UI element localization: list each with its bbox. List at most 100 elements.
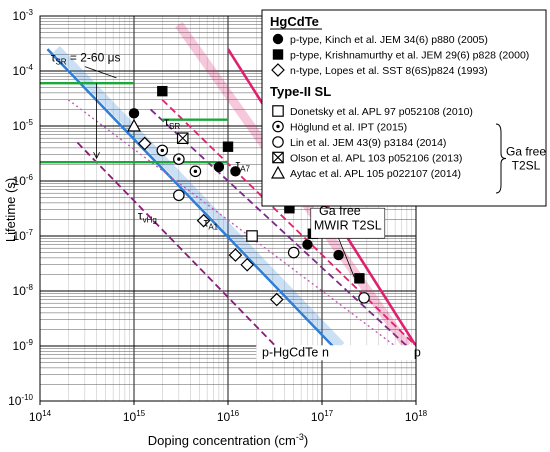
legend-entry: Aytac et al. APL 105 p022107 (2014) [290,168,461,180]
data-point [240,257,255,272]
legend-brace-label-1: Ga free [506,145,546,159]
legend-marker [272,151,284,164]
annotation-tau-subscript: A1 [208,222,218,231]
data-point [333,249,344,261]
y-tick-base: 10 [13,174,27,188]
x-axis-label: Doping concentration (cm-3) [148,432,309,448]
x-tick-label: 1014 [29,409,52,424]
legend-marker [272,120,284,133]
data-point [354,273,365,284]
y-tick-base: 10 [13,9,27,23]
x-tick-base: 10 [405,410,419,424]
data-point [228,248,243,262]
data-point [284,203,295,214]
marker-dot [160,148,164,153]
data-point [302,239,313,250]
x-tick-exp: 15 [136,409,145,418]
data-point [137,136,152,151]
y-tick-base: 10 [8,394,22,408]
legend-title-t2sl: Type-II SL [270,84,331,99]
x-axis-label-main: Doping concentration (cm [148,433,296,448]
y-tick-base: 10 [13,284,27,298]
y-tick-label: 10-10 [8,393,33,408]
data-point [196,213,211,228]
marker-dot [177,157,181,161]
legend-entry: n-type, Lopes et al. SST 8(6S)p824 (1993… [290,65,488,77]
data-point [173,189,185,202]
x-tick-label: 1016 [217,409,240,424]
srh-segments [40,66,228,164]
model-line-dashed [76,141,277,347]
x-tick-label: 1018 [405,409,428,424]
axis-ticks: 1014 1015 1016 1017 101810-310-410-510-610-7… [8,8,428,424]
y-tick-exp: -6 [26,173,34,182]
y-tick-exp: -8 [26,283,34,292]
x-axis-label-end: ) [304,433,308,448]
annotation-tau: τvHg [138,208,157,224]
y-tick-label: 10-5 [13,118,34,133]
y-tick-exp: -5 [26,118,34,127]
y-tick-label: 10-3 [13,8,34,23]
x-tick-base: 10 [123,410,137,424]
srh-range-arrowhead [93,151,100,160]
model-line-dotted [67,99,396,347]
y-tick-base: 10 [13,64,27,78]
annotation-label: p-HgCdTe [262,345,318,359]
marker-cross [272,151,284,164]
y-tick-label: 10-6 [13,173,34,188]
legend-entry: p-type, Kinch et al. JEM 34(6) p880 (200… [290,34,488,46]
y-tick-exp: -3 [26,8,34,17]
y-tick-label: 10-4 [13,63,34,78]
legend-marker [272,49,284,60]
data-point [156,144,169,157]
annotation-tau-symbol: τ [235,157,240,171]
y-tick-label: 10-8 [13,283,34,298]
legend-marker [272,33,284,45]
annotation-tau-subscript: A7 [240,164,250,173]
annotation-tau: τSR = 2-60 μs [51,50,121,66]
y-tick-exp: -10 [21,393,33,402]
annotation-tau: τA7 [235,157,250,173]
legend-marker [272,136,284,148]
grid [39,16,416,402]
annotation-box-mwir [310,207,386,239]
annotation-tau: τSR [164,115,180,131]
legend-marker [271,63,285,77]
x-tick-label: 1017 [311,409,334,424]
data-point [230,166,241,177]
x-tick-exp: 17 [324,409,333,418]
annotation-label: p [414,345,421,359]
data-point [128,108,140,119]
data-point [269,292,284,307]
model-line-band [53,45,345,350]
data-point [246,230,258,242]
legend-entry: Lin et al. JEM 43(9) p3184 (2014) [290,137,446,149]
annotation-label: Ga free [319,204,361,218]
data-points [126,85,370,307]
y-tick-label: 10-9 [13,338,34,353]
annotation-row-bg [256,345,415,361]
legend-title-hgcdte: HgCdTe [270,14,319,29]
legend-marker [270,165,286,179]
legend-marker [272,105,284,117]
y-axis-label: Lifetime (s) [3,178,18,242]
model-line-dashed [149,108,408,347]
annotation-tau: τA1 [204,215,219,231]
y-tick-exp: -9 [26,338,34,347]
y-tick-base: 10 [13,119,27,133]
marker-dot [193,169,198,174]
srh-label-pointer [84,66,117,79]
x-tick-exp: 14 [42,409,51,418]
x-tick-base: 10 [311,410,325,424]
data-point [358,292,370,304]
data-point [157,85,168,97]
annotation-tau-subscript: SR [55,57,66,66]
y-tick-exp: -4 [26,63,34,72]
legend-brace-label-2: T2SL [512,159,541,173]
model-line-solid [46,48,334,347]
annotation-label: MWIR T2SL [314,219,382,233]
data-point [176,132,189,145]
annotation-tau-symbol: τ [138,208,143,222]
annotation-label: n [322,345,329,359]
